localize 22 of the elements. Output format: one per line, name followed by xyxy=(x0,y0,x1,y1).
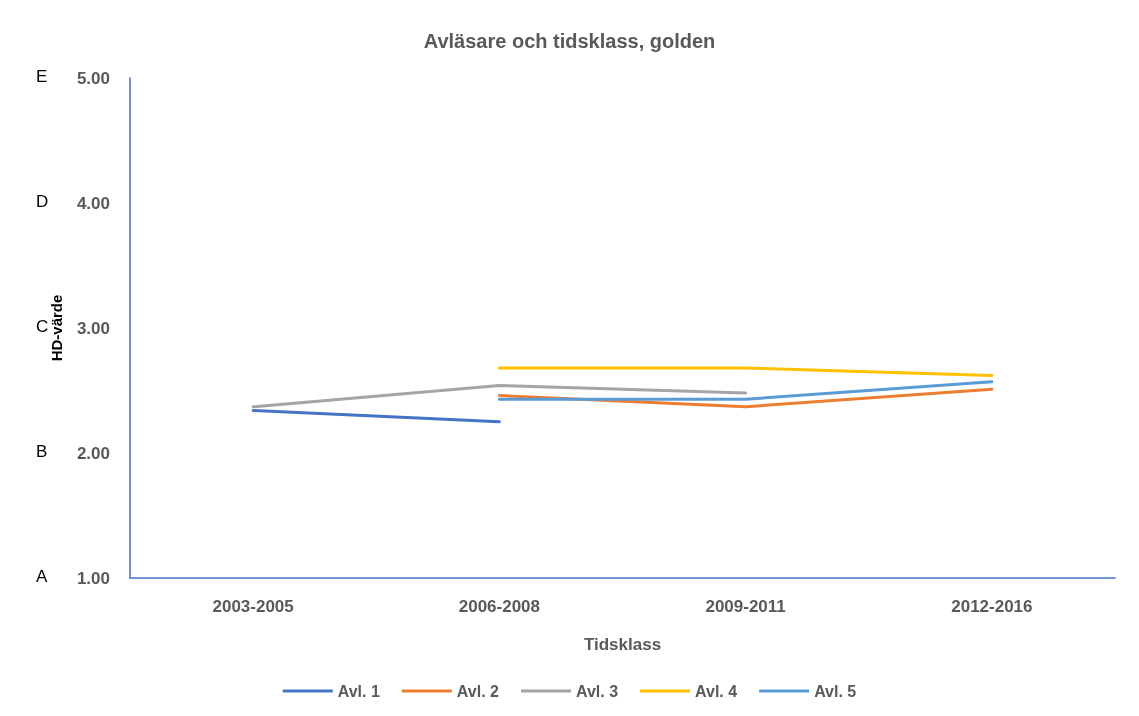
text: A xyxy=(36,567,48,586)
legend-label: Avl. 5 xyxy=(814,682,857,700)
legend-label: Avl. 3 xyxy=(575,682,619,700)
y-axis-title: HD-värde xyxy=(48,294,65,362)
y-tick-label: 3.00 xyxy=(76,318,110,338)
legend-label: Avl. 4 xyxy=(695,682,738,700)
text: C xyxy=(36,317,49,336)
x-tick-label: 2012-2016 xyxy=(951,597,1033,616)
y-tick-label: 4.00 xyxy=(76,193,110,213)
y-tick-label: 1.00 xyxy=(76,568,110,588)
y-tick-label: 5.00 xyxy=(76,68,110,88)
x-axis-title: Tidsklass xyxy=(583,635,662,654)
x-tick-label: 2006-2008 xyxy=(458,597,541,616)
x-tick-label: 2003-2005 xyxy=(212,597,294,616)
legend-label: Avl. 2 xyxy=(456,682,500,700)
legend-label: Avl. 1 xyxy=(337,682,380,700)
x-tick-label: 2009-2011 xyxy=(705,597,786,616)
text: B xyxy=(36,442,48,461)
y-tick-label: 2.00 xyxy=(76,443,110,463)
chart-title: Avläsare och tidsklass, golden xyxy=(423,30,716,52)
text: E xyxy=(36,67,48,86)
text: D xyxy=(36,192,49,211)
